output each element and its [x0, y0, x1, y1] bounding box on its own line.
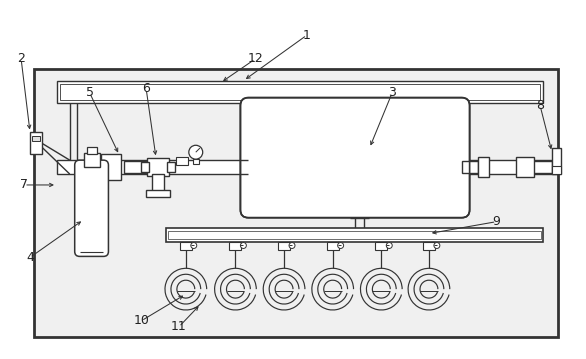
Bar	[193, 159, 199, 164]
Circle shape	[289, 243, 295, 248]
Bar	[552, 166, 561, 174]
Bar	[57, 81, 543, 103]
Text: 5: 5	[86, 86, 94, 99]
FancyBboxPatch shape	[74, 160, 108, 256]
Text: 9: 9	[492, 215, 500, 228]
Text: 7: 7	[20, 178, 28, 191]
Circle shape	[189, 145, 203, 159]
Bar	[152, 174, 164, 196]
Bar	[168, 230, 541, 238]
Bar	[423, 242, 435, 251]
Bar	[180, 242, 192, 251]
Bar	[141, 162, 149, 172]
Bar	[34, 69, 558, 337]
Text: 12: 12	[247, 52, 263, 65]
Circle shape	[240, 243, 246, 248]
Bar	[166, 228, 543, 242]
Bar	[60, 84, 540, 100]
Bar	[516, 157, 534, 177]
Bar	[84, 153, 100, 167]
Bar	[124, 161, 146, 173]
Bar	[147, 158, 169, 176]
Bar	[146, 190, 170, 197]
Text: 2: 2	[17, 52, 25, 65]
Bar	[478, 157, 489, 177]
Bar	[327, 242, 339, 251]
Circle shape	[434, 243, 440, 248]
Bar	[532, 161, 552, 173]
Text: 10: 10	[133, 314, 149, 327]
FancyBboxPatch shape	[240, 98, 469, 218]
Text: 11: 11	[171, 320, 187, 334]
Bar	[167, 162, 175, 172]
Bar	[376, 242, 387, 251]
Text: 4: 4	[26, 251, 34, 264]
FancyBboxPatch shape	[244, 102, 466, 214]
Bar	[32, 136, 40, 141]
Text: 8: 8	[536, 99, 544, 112]
Bar	[87, 147, 97, 154]
Circle shape	[338, 243, 343, 248]
Bar	[230, 242, 241, 251]
Text: 6: 6	[142, 82, 150, 95]
Bar	[462, 161, 478, 173]
Bar	[552, 148, 561, 174]
Circle shape	[386, 243, 392, 248]
Bar	[30, 132, 42, 154]
Circle shape	[191, 243, 197, 248]
Bar	[278, 242, 290, 251]
Bar	[101, 154, 121, 180]
Text: 3: 3	[389, 86, 396, 99]
Bar	[176, 157, 188, 165]
Text: 1: 1	[303, 29, 311, 42]
Bar	[57, 160, 558, 174]
